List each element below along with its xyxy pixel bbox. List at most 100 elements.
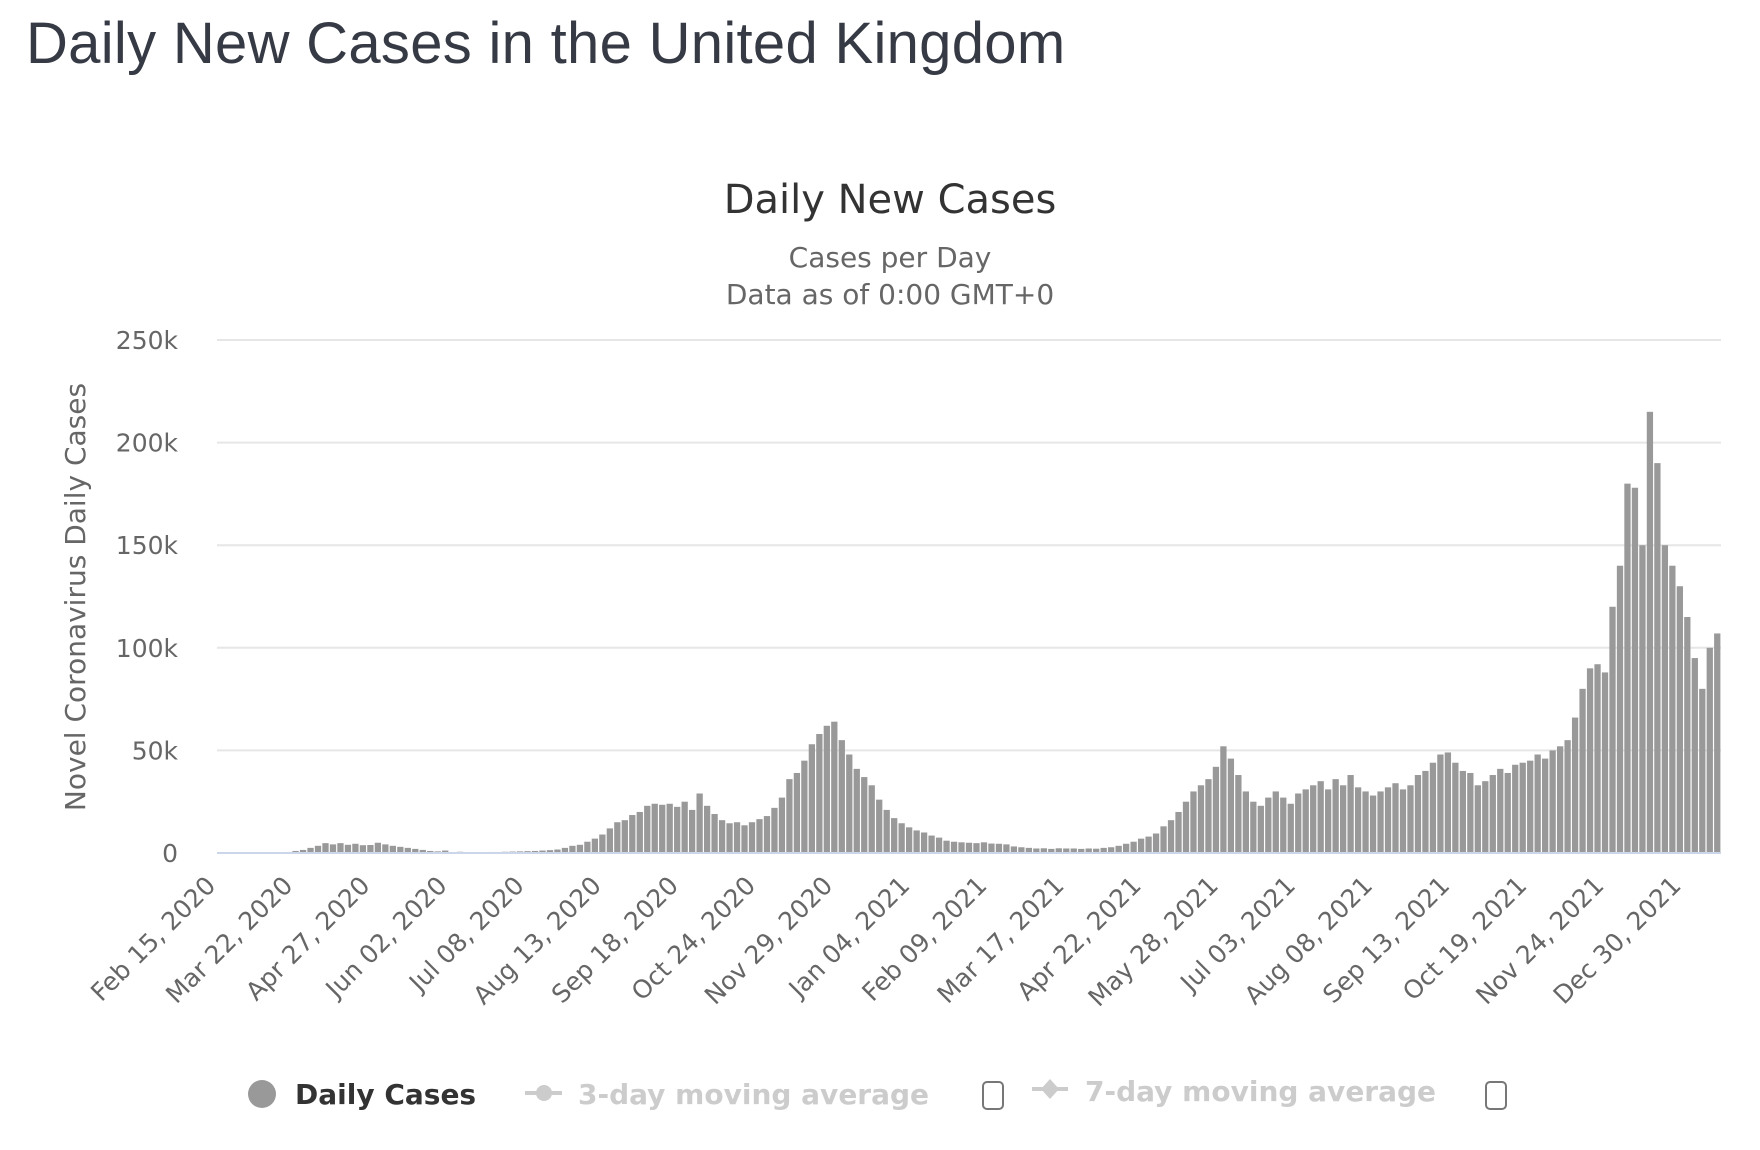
checkbox-3-day-average[interactable] <box>982 1081 1004 1110</box>
bar[interactable] <box>1691 658 1698 853</box>
bar[interactable] <box>1706 647 1713 853</box>
checkbox-7-day-average[interactable] <box>1485 1081 1507 1110</box>
bar[interactable] <box>1414 775 1422 853</box>
bar[interactable] <box>1265 797 1272 853</box>
bar[interactable] <box>771 807 778 853</box>
bar[interactable] <box>741 825 748 853</box>
bar[interactable] <box>935 837 943 853</box>
bar[interactable] <box>614 822 621 853</box>
bar[interactable] <box>659 804 666 853</box>
bar[interactable] <box>1459 770 1466 853</box>
bar[interactable] <box>1130 841 1137 853</box>
bar[interactable] <box>599 834 606 853</box>
bar[interactable] <box>1227 758 1235 853</box>
bar[interactable] <box>1542 758 1549 853</box>
bar[interactable] <box>1564 740 1571 853</box>
bar[interactable] <box>1250 801 1257 853</box>
bar[interactable] <box>1220 746 1227 853</box>
bar[interactable] <box>1085 848 1092 853</box>
bar[interactable] <box>374 842 382 853</box>
bar[interactable] <box>1631 487 1639 853</box>
bar[interactable] <box>1609 606 1616 853</box>
bar[interactable] <box>808 744 816 853</box>
bar[interactable] <box>299 849 307 853</box>
bar[interactable] <box>1362 791 1369 853</box>
bar[interactable] <box>1639 545 1646 853</box>
bar[interactable] <box>1384 787 1392 853</box>
bar[interactable] <box>793 772 801 853</box>
bar[interactable] <box>531 850 539 853</box>
bar[interactable] <box>606 828 613 853</box>
legend-item-7-day-average[interactable]: 7-day moving average <box>1032 1075 1507 1110</box>
bar[interactable] <box>1586 668 1594 853</box>
bar[interactable] <box>644 805 651 853</box>
bar[interactable] <box>689 809 696 853</box>
bar[interactable] <box>1339 785 1347 853</box>
bar[interactable] <box>1429 762 1437 853</box>
bar[interactable] <box>1571 717 1579 853</box>
bar[interactable] <box>876 799 883 853</box>
bar[interactable] <box>1257 805 1264 853</box>
bar[interactable] <box>1489 775 1496 853</box>
bar[interactable] <box>898 823 905 853</box>
bar[interactable] <box>1422 770 1429 853</box>
legend-label-7-day-average[interactable]: 7-day moving average <box>1085 1075 1436 1108</box>
bar[interactable] <box>344 844 352 853</box>
bar[interactable] <box>1302 789 1309 853</box>
bar[interactable] <box>1280 797 1287 853</box>
bar[interactable] <box>1295 793 1302 853</box>
bar[interactable] <box>1347 775 1354 853</box>
bar[interactable] <box>1235 775 1242 853</box>
bar[interactable] <box>891 818 898 853</box>
bar[interactable] <box>1474 785 1481 853</box>
bar[interactable] <box>359 845 367 853</box>
bar[interactable] <box>1556 746 1564 853</box>
bar[interactable] <box>1624 483 1631 853</box>
bar[interactable] <box>1242 791 1249 853</box>
bar[interactable] <box>412 848 419 853</box>
bar[interactable] <box>883 809 890 853</box>
bar[interactable] <box>307 847 314 853</box>
bar[interactable] <box>1152 833 1160 853</box>
bar[interactable] <box>928 835 935 853</box>
bar[interactable] <box>1310 785 1317 853</box>
bar[interactable] <box>1549 750 1556 853</box>
bar[interactable] <box>1287 803 1294 853</box>
bar[interactable] <box>1534 754 1541 853</box>
bar[interactable] <box>1594 664 1601 853</box>
bar[interactable] <box>711 814 718 853</box>
bar[interactable] <box>1108 847 1115 853</box>
bar[interactable] <box>718 820 726 853</box>
bar[interactable] <box>629 815 636 853</box>
bar[interactable] <box>561 847 569 853</box>
bar[interactable] <box>329 844 337 853</box>
bar[interactable] <box>1399 789 1407 853</box>
bar[interactable] <box>1654 463 1661 853</box>
bar[interactable] <box>965 842 973 853</box>
bar[interactable] <box>1512 764 1519 853</box>
bar[interactable] <box>1018 847 1025 853</box>
bar[interactable] <box>980 842 988 853</box>
bar[interactable] <box>1160 826 1167 853</box>
bar[interactable] <box>823 725 830 853</box>
bar[interactable] <box>1115 845 1122 853</box>
bar[interactable] <box>1646 411 1654 853</box>
bar[interactable] <box>726 823 733 853</box>
bar[interactable] <box>1145 836 1152 853</box>
bar[interactable] <box>591 838 599 853</box>
bar[interactable] <box>920 832 928 853</box>
bar[interactable] <box>389 845 396 853</box>
bar[interactable] <box>1137 838 1145 853</box>
bar[interactable] <box>1684 617 1691 853</box>
bar[interactable] <box>651 803 658 853</box>
bar[interactable] <box>1482 781 1489 853</box>
bar[interactable] <box>1048 848 1055 853</box>
bar[interactable] <box>1669 565 1676 853</box>
bar[interactable] <box>703 805 711 853</box>
bar[interactable] <box>1190 791 1197 853</box>
bar[interactable] <box>868 785 875 853</box>
bar[interactable] <box>1377 791 1384 853</box>
bar[interactable] <box>1354 787 1362 853</box>
bar[interactable] <box>756 819 763 853</box>
bar[interactable] <box>322 843 329 853</box>
